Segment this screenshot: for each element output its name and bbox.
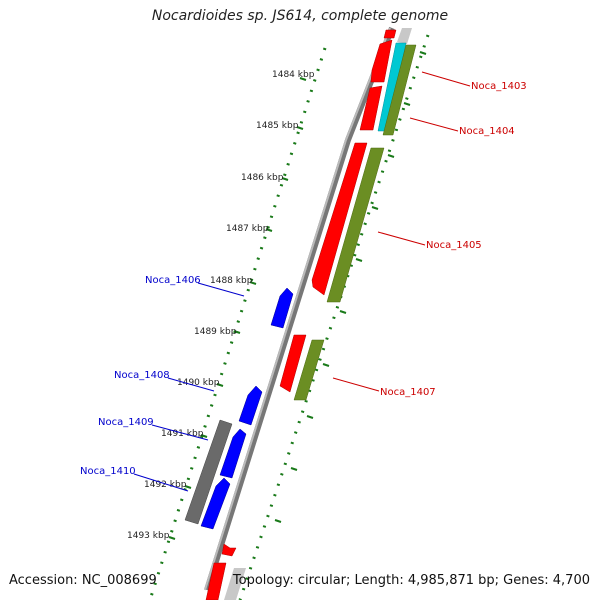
tick-mark <box>216 383 224 387</box>
gene-arrow-forward[interactable] <box>311 142 368 296</box>
gene-label-noca-1409[interactable]: Noca_1409 <box>98 417 154 428</box>
tick-mark <box>233 330 241 334</box>
gene-arrow-reverse[interactable] <box>238 385 263 426</box>
gene-label-noca-1405[interactable]: Noca_1405 <box>426 240 482 251</box>
tick-label: 1493 kbp <box>127 531 170 541</box>
tick-mark <box>387 154 395 158</box>
leader-line <box>167 377 215 392</box>
tick-label: 1492 kbp <box>144 480 187 490</box>
gene-block-olive[interactable] <box>293 339 325 401</box>
leader-line <box>197 282 245 297</box>
tick-label: 1488 kbp <box>210 276 253 286</box>
tick-mark <box>322 363 330 367</box>
tick-mark <box>274 519 282 523</box>
outer-guide-ring <box>238 34 430 600</box>
leader-line <box>332 377 380 392</box>
gene-block-olive[interactable] <box>382 44 417 136</box>
tick-mark <box>355 258 363 262</box>
gene-arrow-forward[interactable] <box>383 29 397 39</box>
tick-label: 1491 kbp <box>161 429 204 439</box>
gene-label-noca-1407[interactable]: Noca_1407 <box>380 387 436 398</box>
gene-arrow-reverse[interactable] <box>219 428 247 479</box>
tick-mark <box>339 310 347 314</box>
inner-guide-ring <box>148 47 327 600</box>
tick-mark <box>184 485 192 489</box>
tick-mark <box>290 467 298 471</box>
gene-labels: Noca_1403 Noca_1404 Noca_1405 Noca_1407 … <box>80 81 527 477</box>
tick-mark <box>419 51 427 55</box>
forward-cds-track <box>205 29 397 600</box>
outer-ring-ticks <box>274 51 427 523</box>
tick-mark <box>299 77 307 81</box>
tick-labels: 1484 kbp 1485 kbp 1486 kbp 1487 kbp 1488… <box>127 70 315 541</box>
gene-arrow-forward[interactable] <box>359 85 383 131</box>
gene-block-olive[interactable] <box>326 147 385 303</box>
scale-ticks <box>168 77 307 540</box>
tick-mark <box>249 281 257 285</box>
tick-label: 1487 kbp <box>226 224 269 234</box>
map-title: Nocardioides sp. JS614, complete genome <box>151 8 449 24</box>
leader-line <box>421 71 471 87</box>
gene-arrow-forward[interactable] <box>279 334 307 393</box>
tick-label: 1490 kbp <box>177 378 220 388</box>
tick-label: 1486 kbp <box>241 173 284 183</box>
leader-line <box>151 424 209 441</box>
leader-line <box>377 231 426 246</box>
tick-mark <box>306 415 314 419</box>
leader-line <box>133 473 189 492</box>
genome-stats-text: Topology: circular; Length: 4,985,871 bp… <box>232 573 590 588</box>
tick-mark <box>281 177 289 181</box>
olive-track <box>293 44 417 401</box>
accession-text: Accession: NC_008699 <box>9 573 157 588</box>
gene-label-noca-1404[interactable]: Noca_1404 <box>459 126 515 137</box>
leader-line <box>409 117 459 132</box>
gene-arrow-reverse[interactable] <box>200 477 231 530</box>
label-leaders <box>133 71 471 492</box>
gene-block-dark-gray[interactable] <box>184 419 233 525</box>
gene-label-noca-1406[interactable]: Noca_1406 <box>145 275 201 286</box>
gene-label-noca-1403[interactable]: Noca_1403 <box>471 81 527 92</box>
tick-label: 1485 kbp <box>256 121 299 131</box>
tick-mark <box>403 102 411 106</box>
tick-mark <box>200 434 208 438</box>
tick-mark <box>168 536 176 540</box>
tick-label: 1484 kbp <box>272 70 315 80</box>
tick-mark <box>296 126 304 130</box>
gene-arrow-forward[interactable] <box>205 562 227 600</box>
gene-block-gray[interactable] <box>397 28 412 44</box>
gene-arrow-reverse[interactable] <box>270 287 294 329</box>
gene-arrow-forward[interactable] <box>370 39 393 83</box>
gene-block-gray[interactable] <box>224 568 246 600</box>
tick-label: 1489 kbp <box>194 327 237 337</box>
tick-mark <box>371 206 379 210</box>
gene-label-noca-1408[interactable]: Noca_1408 <box>114 370 170 381</box>
reverse-cds-track <box>200 287 294 530</box>
gene-label-noca-1410[interactable]: Noca_1410 <box>80 466 136 477</box>
tick-mark <box>265 228 273 232</box>
gene-arrow-forward[interactable] <box>221 543 237 557</box>
